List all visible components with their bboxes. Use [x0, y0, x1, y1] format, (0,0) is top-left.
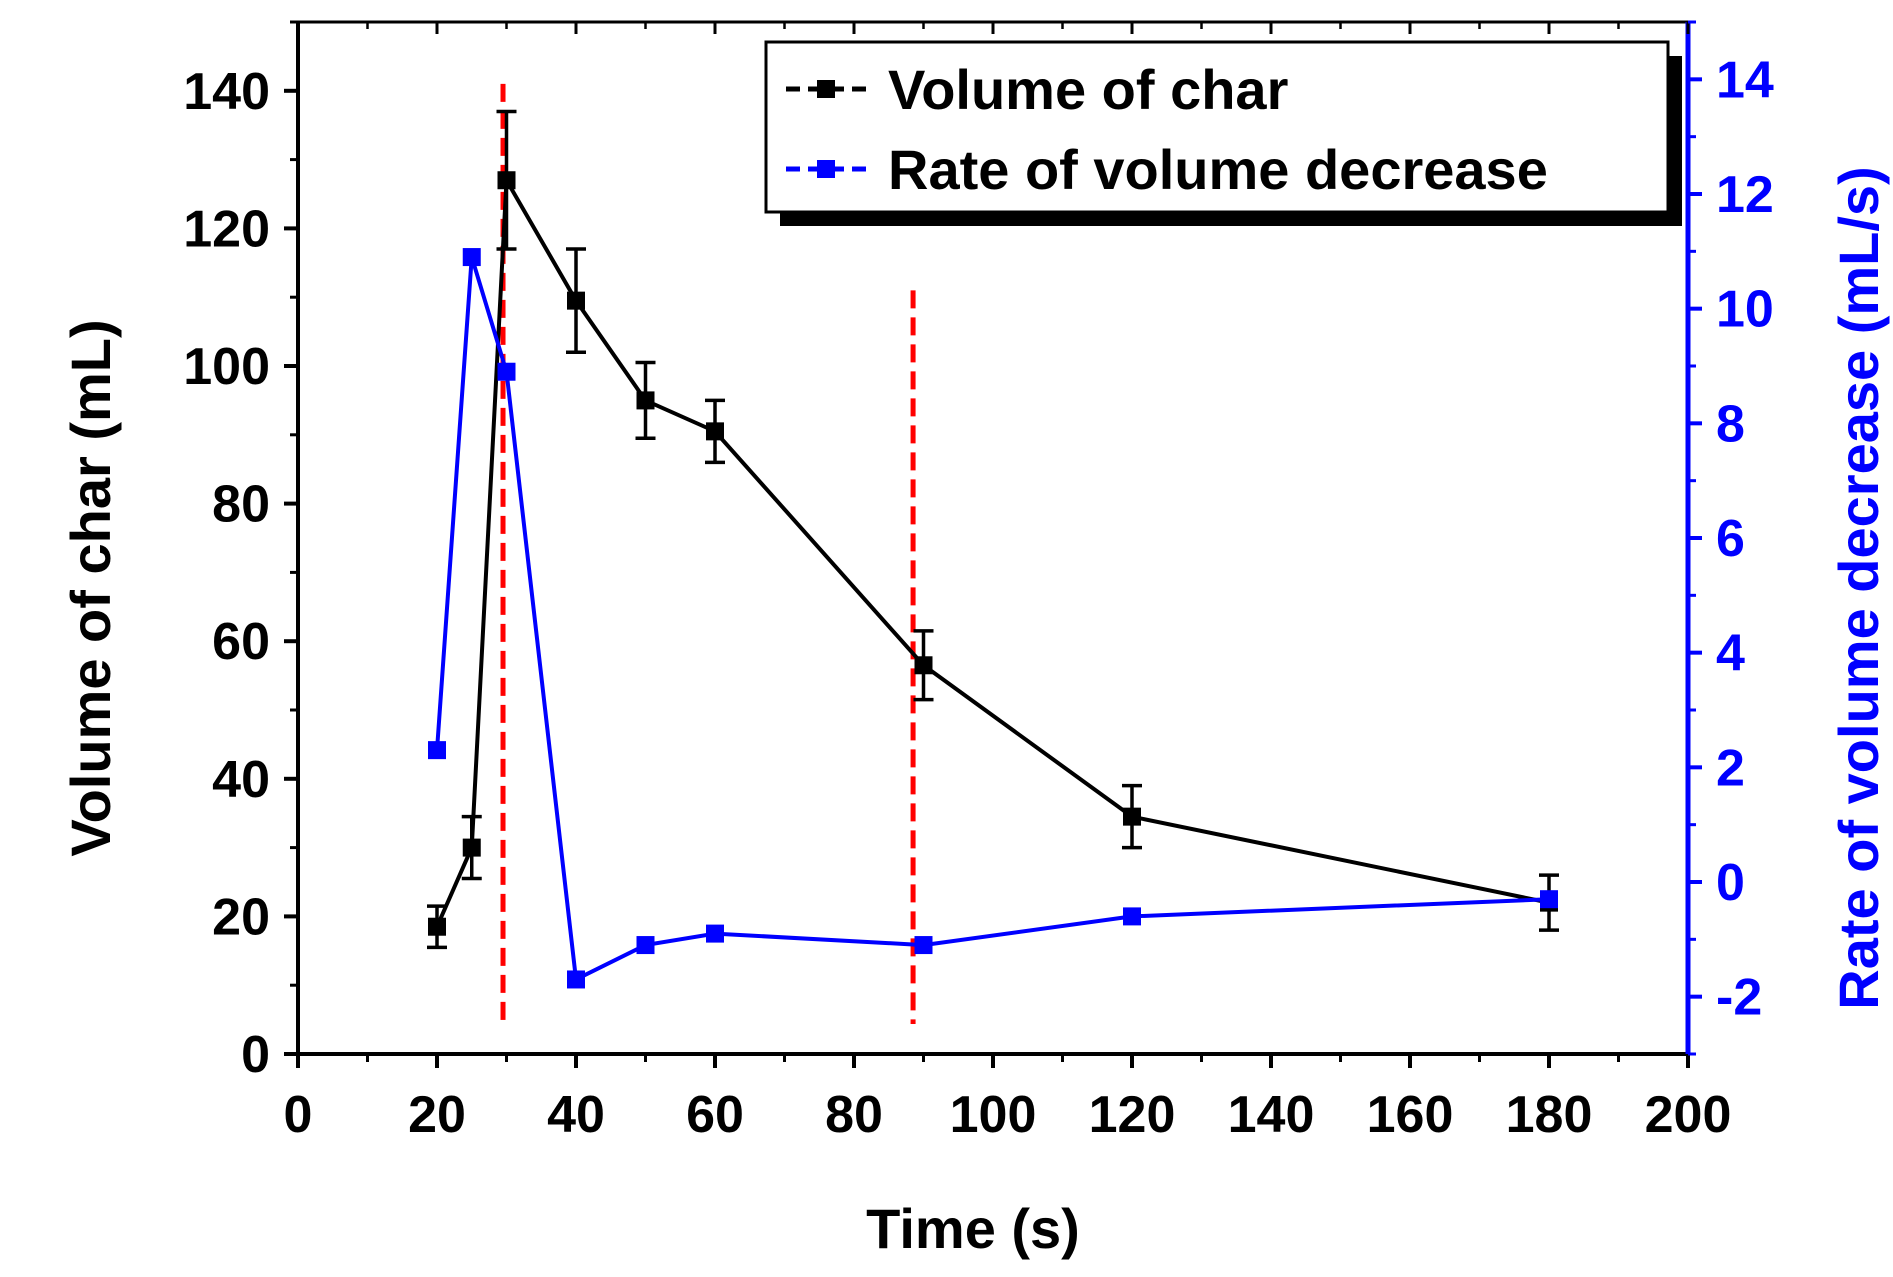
data-point	[1123, 807, 1141, 826]
data-point	[428, 741, 446, 760]
legend-box	[764, 40, 1670, 214]
y-tick-label: 20	[212, 888, 270, 946]
data-point	[497, 171, 516, 190]
data-point	[914, 656, 933, 675]
legend-label: Rate of volume decrease	[888, 138, 1548, 201]
x-tick-label: 140	[1228, 1086, 1315, 1144]
data-series	[427, 109, 1559, 989]
x-tick-label: 40	[547, 1086, 605, 1144]
data-point	[567, 291, 585, 310]
x-tick-label: 180	[1506, 1086, 1593, 1144]
y2-tick-label: 12	[1716, 166, 1774, 224]
y-tick-label: 120	[183, 200, 270, 258]
legend: Volume of char Rate of volume decrease	[764, 40, 1682, 226]
data-point	[1540, 890, 1558, 909]
y-tick-label: 140	[183, 63, 270, 121]
series-rate-of-volume-decrease	[428, 248, 1558, 989]
data-point	[462, 838, 481, 857]
y2-tick-label: 2	[1716, 739, 1745, 797]
data-point	[1123, 907, 1141, 926]
y-tick-label: 0	[241, 1026, 270, 1084]
y2-tick-label: -2	[1716, 969, 1762, 1027]
y2-tick-label: 10	[1716, 281, 1774, 339]
series-volume-of-char	[427, 109, 1559, 950]
y-tick-label: 60	[212, 613, 270, 671]
y2-tick-label: 6	[1716, 510, 1745, 568]
y2-axis-title: Rate of volume decrease (mL/s)	[1827, 166, 1890, 1009]
x-tick-label: 120	[1089, 1086, 1176, 1144]
x-tick-label: 20	[408, 1086, 466, 1144]
x-tick-label: 160	[1367, 1086, 1454, 1144]
legend-item-1: Volume of char	[786, 58, 1288, 121]
x-tick-label: 60	[686, 1086, 744, 1144]
reference-lines	[500, 83, 916, 1024]
legend-marker	[817, 160, 835, 178]
y2-tick-label: 14	[1716, 51, 1774, 109]
y2-tick-label: 8	[1716, 395, 1745, 453]
data-point	[462, 248, 481, 267]
data-point	[636, 391, 655, 410]
data-point	[567, 970, 585, 989]
legend-item-2: Rate of volume decrease	[786, 138, 1548, 201]
data-point	[428, 917, 446, 936]
y2-tick-label: 4	[1716, 625, 1745, 683]
series-line	[435, 256, 1550, 983]
legend-label: Volume of char	[888, 58, 1288, 121]
data-point	[706, 422, 724, 441]
y2-tick-label: 0	[1716, 854, 1745, 912]
y-tick-label: 80	[212, 476, 270, 534]
y-tick-label: 100	[183, 338, 270, 396]
y-tick-label: 40	[212, 751, 270, 809]
data-point	[706, 924, 724, 943]
series-line	[435, 173, 1550, 928]
x-tick-label: 100	[950, 1086, 1037, 1144]
x-tick-label: 200	[1645, 1086, 1732, 1144]
y-axis-title: Volume of char (mL)	[59, 319, 122, 856]
axes: 0 20 40 60 80 100 120 140 160 180 2000204060801001…	[59, 20, 1890, 1260]
data-point	[914, 936, 933, 955]
x-axis-title: Time (s)	[866, 1197, 1080, 1260]
x-tick-label: 0	[284, 1086, 313, 1144]
legend-marker	[817, 80, 835, 98]
x-tick-label: 80	[825, 1086, 883, 1144]
data-point	[497, 362, 516, 381]
data-point	[636, 936, 655, 955]
